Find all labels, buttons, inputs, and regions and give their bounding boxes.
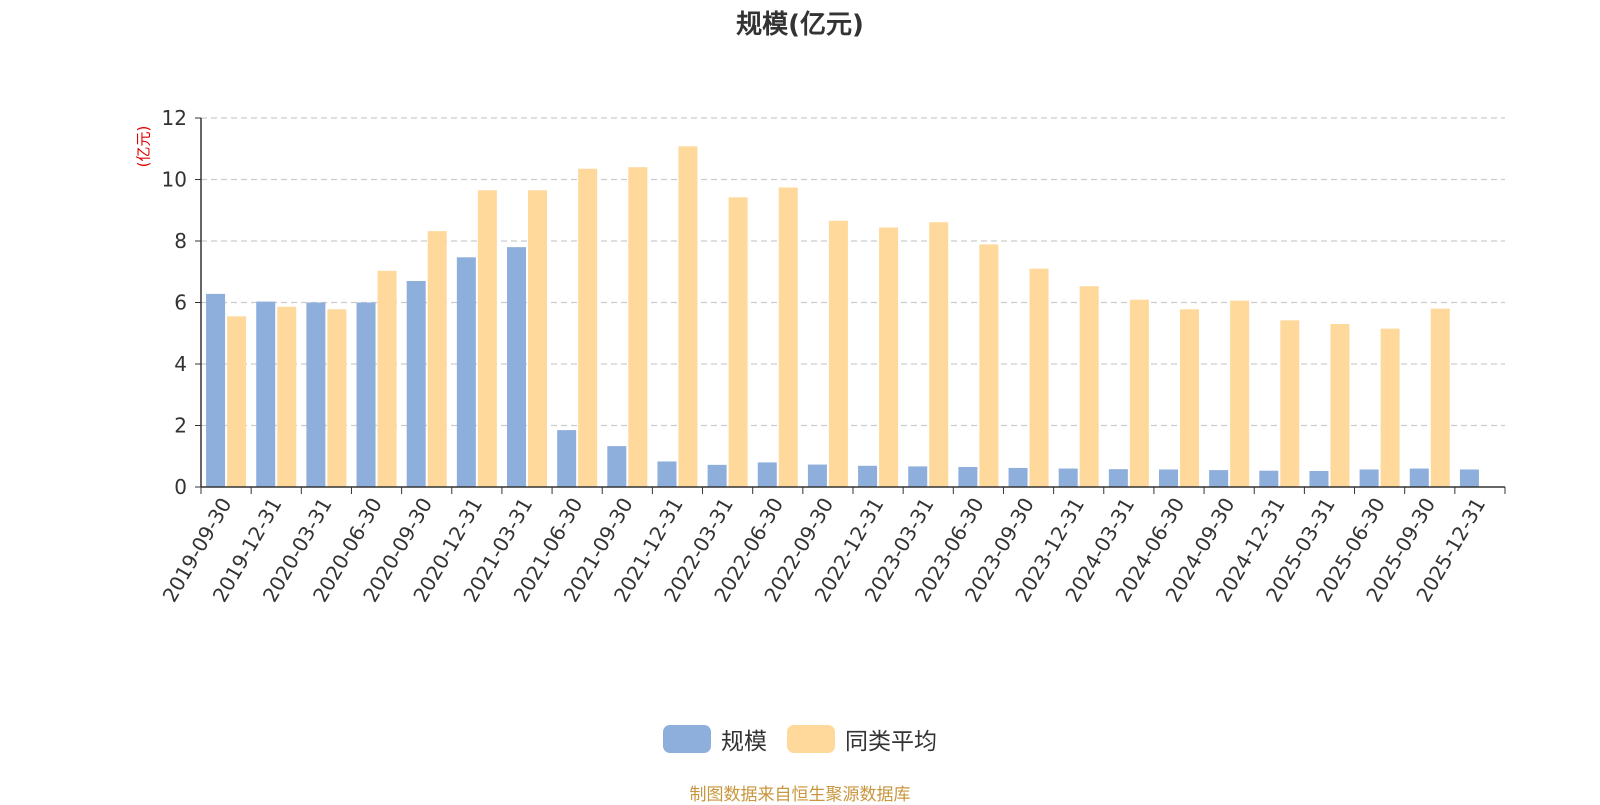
bar-peer-average: [277, 306, 297, 487]
bar-peer-average: [1180, 309, 1199, 487]
bar-peer-average: [1129, 299, 1149, 487]
bar-scale: [657, 461, 677, 487]
bar-peer-average: [678, 146, 698, 488]
bar-peer-average: [578, 168, 598, 488]
bar-scale: [256, 301, 276, 487]
bar-scale: [1108, 469, 1128, 487]
bar-peer-average: [828, 220, 848, 487]
bar-scale: [1309, 471, 1329, 487]
source-note: 制图数据来自恒生聚源数据库: [689, 785, 911, 805]
bar-chart: 0246810122019-09-302019-12-312020-03-312…: [158, 106, 1506, 606]
bar-peer-average: [879, 227, 899, 487]
bar-scale: [206, 293, 226, 487]
bar-peer-average: [628, 167, 648, 487]
legend-swatch-scale: [663, 725, 711, 753]
y-tick-label: 4: [174, 352, 187, 376]
chart-title: 规模(亿元): [736, 10, 864, 40]
bar-scale: [406, 280, 426, 487]
bar-scale: [1259, 470, 1279, 487]
bar-peer-average: [1029, 268, 1049, 487]
bar-peer-average: [778, 187, 798, 487]
bar-scale: [1459, 469, 1479, 487]
bar-scale: [1209, 470, 1229, 487]
bar-peer-average: [1430, 308, 1450, 487]
legend-label-scale: 规模: [721, 729, 767, 755]
bar-scale: [306, 302, 326, 487]
legend-label-peer-average: 同类平均: [845, 729, 937, 755]
bar-scale: [557, 430, 577, 487]
y-tick-label: 6: [174, 291, 187, 315]
y-tick-label: 10: [162, 168, 187, 192]
y-tick-label: 2: [174, 414, 187, 438]
bar-peer-average: [477, 190, 497, 487]
bar-scale: [607, 446, 627, 487]
bar-scale: [707, 464, 727, 487]
legend: 规模 同类平均: [0, 722, 1600, 756]
legend-item-scale[interactable]: 规模: [663, 722, 767, 756]
bar-scale: [356, 302, 376, 487]
legend-item-peer-average[interactable]: 同类平均: [787, 722, 937, 756]
bar-scale: [1008, 467, 1028, 487]
bar-peer-average: [1380, 328, 1400, 487]
y-tick-label: 8: [174, 229, 187, 253]
bar-peer-average: [528, 190, 547, 487]
bar-peer-average: [929, 222, 949, 487]
bar-scale: [908, 466, 928, 487]
bar-scale: [858, 465, 878, 487]
bar-peer-average: [427, 231, 447, 487]
bar-scale: [1058, 468, 1078, 487]
bar-scale: [958, 467, 978, 487]
bar-scale: [1409, 468, 1429, 487]
bar-peer-average: [1280, 320, 1300, 487]
bar-peer-average: [1230, 300, 1250, 487]
bar-scale: [1359, 469, 1379, 487]
bar-peer-average: [728, 197, 748, 487]
bar-peer-average: [377, 270, 397, 487]
legend-swatch-peer-average: [787, 725, 835, 753]
bar-scale: [507, 247, 526, 487]
bar-scale: [1159, 469, 1178, 487]
bar-peer-average: [227, 316, 247, 487]
bar-scale: [757, 462, 777, 487]
bar-scale: [456, 257, 476, 487]
bar-peer-average: [1079, 286, 1099, 487]
bar-peer-average: [1330, 324, 1350, 487]
bar-scale: [807, 464, 827, 487]
y-tick-label: 12: [162, 106, 187, 130]
y-tick-label: 0: [174, 475, 187, 499]
bar-peer-average: [327, 309, 347, 487]
bar-peer-average: [979, 244, 999, 487]
